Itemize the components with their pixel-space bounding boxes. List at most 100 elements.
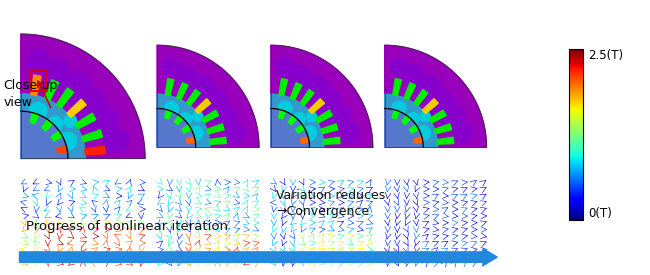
Circle shape — [162, 58, 181, 76]
Circle shape — [164, 101, 179, 115]
Polygon shape — [84, 146, 105, 155]
Polygon shape — [323, 137, 340, 144]
Circle shape — [188, 126, 203, 140]
Polygon shape — [429, 110, 446, 123]
Bar — [31, 72, 47, 91]
Polygon shape — [434, 124, 452, 134]
Polygon shape — [21, 34, 145, 158]
Polygon shape — [81, 130, 103, 142]
Polygon shape — [174, 115, 183, 125]
Polygon shape — [278, 110, 285, 119]
Polygon shape — [410, 125, 419, 133]
Circle shape — [29, 103, 47, 120]
Circle shape — [312, 88, 341, 117]
Polygon shape — [404, 83, 415, 100]
Polygon shape — [315, 110, 332, 123]
Polygon shape — [209, 137, 226, 144]
Polygon shape — [414, 89, 428, 106]
Polygon shape — [320, 124, 338, 134]
Circle shape — [225, 123, 246, 143]
Circle shape — [426, 88, 454, 117]
Circle shape — [48, 116, 63, 131]
Circle shape — [420, 112, 430, 122]
Circle shape — [416, 126, 430, 140]
Polygon shape — [195, 99, 211, 114]
Polygon shape — [202, 110, 218, 123]
Text: Close-up
view: Close-up view — [3, 78, 58, 109]
Polygon shape — [422, 99, 438, 114]
Polygon shape — [42, 119, 53, 131]
Polygon shape — [187, 89, 200, 106]
Polygon shape — [392, 110, 399, 119]
Polygon shape — [279, 79, 288, 96]
Polygon shape — [31, 75, 42, 96]
Polygon shape — [414, 137, 423, 143]
Text: 0(T): 0(T) — [588, 207, 612, 220]
Polygon shape — [57, 146, 68, 153]
Polygon shape — [385, 45, 486, 147]
FancyArrow shape — [20, 249, 497, 266]
Circle shape — [104, 129, 129, 153]
Polygon shape — [300, 89, 314, 106]
Circle shape — [211, 104, 237, 131]
Circle shape — [175, 65, 198, 88]
Text: Progress of nonlinear iteration: Progress of nonlinear iteration — [26, 220, 228, 233]
Circle shape — [58, 71, 91, 103]
Circle shape — [324, 104, 351, 131]
Polygon shape — [300, 137, 309, 143]
Circle shape — [198, 88, 227, 117]
Polygon shape — [51, 131, 62, 141]
Polygon shape — [271, 108, 309, 147]
Polygon shape — [21, 94, 85, 158]
Circle shape — [276, 58, 294, 76]
Text: 2.5(T): 2.5(T) — [588, 50, 623, 62]
Circle shape — [302, 126, 317, 140]
Polygon shape — [164, 110, 172, 119]
Circle shape — [416, 76, 442, 102]
Polygon shape — [393, 79, 402, 96]
Circle shape — [64, 115, 77, 127]
Polygon shape — [187, 137, 196, 143]
Circle shape — [452, 123, 473, 143]
Circle shape — [402, 65, 425, 88]
Circle shape — [27, 50, 50, 72]
Polygon shape — [157, 45, 259, 147]
Polygon shape — [57, 88, 73, 108]
Circle shape — [43, 59, 70, 86]
Polygon shape — [182, 125, 191, 133]
Polygon shape — [44, 80, 58, 101]
Polygon shape — [177, 83, 188, 100]
Polygon shape — [21, 111, 68, 158]
Polygon shape — [207, 124, 224, 134]
Circle shape — [339, 123, 359, 143]
Text: Variation reduces
→Convergence: Variation reduces →Convergence — [276, 189, 385, 218]
Polygon shape — [288, 115, 297, 125]
Polygon shape — [402, 115, 411, 125]
Circle shape — [438, 104, 465, 131]
Circle shape — [179, 112, 192, 125]
Circle shape — [59, 132, 77, 150]
Circle shape — [192, 112, 203, 122]
Polygon shape — [157, 108, 196, 147]
Circle shape — [392, 101, 406, 115]
Polygon shape — [165, 79, 174, 96]
Circle shape — [86, 106, 118, 138]
Circle shape — [302, 76, 328, 102]
Polygon shape — [296, 125, 305, 133]
Circle shape — [278, 101, 292, 115]
Circle shape — [407, 112, 419, 125]
Circle shape — [390, 58, 408, 76]
Polygon shape — [271, 94, 324, 147]
Polygon shape — [30, 113, 39, 124]
Polygon shape — [67, 99, 86, 117]
Polygon shape — [437, 137, 454, 144]
Polygon shape — [385, 108, 423, 147]
Polygon shape — [291, 83, 302, 100]
Polygon shape — [309, 99, 324, 114]
Polygon shape — [271, 45, 372, 147]
Polygon shape — [157, 94, 210, 147]
Circle shape — [188, 76, 215, 102]
Polygon shape — [385, 94, 437, 147]
Polygon shape — [75, 113, 96, 129]
Circle shape — [293, 112, 306, 125]
